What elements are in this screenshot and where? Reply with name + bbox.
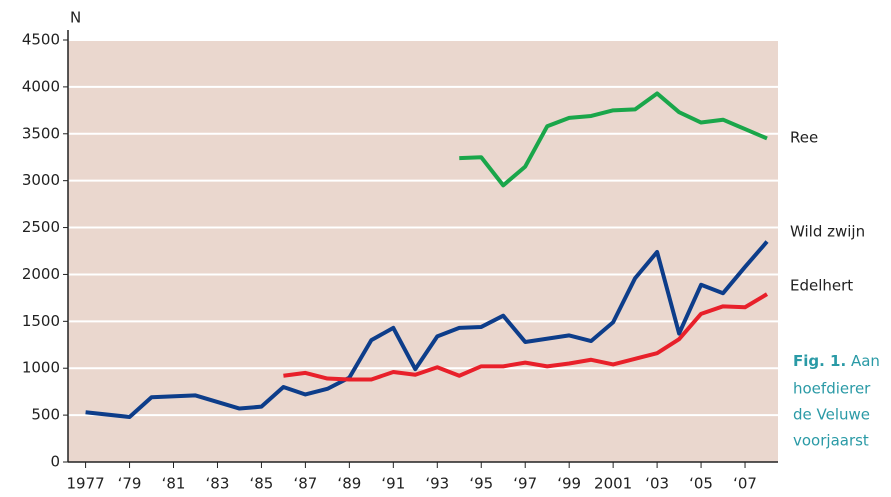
x-tick-label: ‘91 [381, 475, 405, 493]
y-tick-label: 1000 [22, 359, 60, 377]
x-tick-label: ‘97 [513, 475, 537, 493]
x-tick-label: ‘95 [469, 475, 493, 493]
x-tick-label: ‘85 [250, 475, 274, 493]
y-tick-label: 3000 [22, 171, 60, 189]
series-line [283, 292, 769, 382]
y-tick-label: 4000 [22, 77, 60, 95]
caption-line: hoefdierer [793, 380, 871, 398]
x-tick-label: ‘99 [557, 475, 581, 493]
y-tick-label: 2500 [22, 218, 60, 236]
x-tick-label: ‘89 [337, 475, 361, 493]
x-tick-label: ‘03 [645, 475, 669, 493]
series-label: Edelhert [790, 277, 853, 295]
plot-area [68, 40, 778, 462]
caption-line: voorjaarst [793, 432, 869, 450]
series-line [85, 240, 769, 419]
y-tick-label: 500 [31, 406, 60, 424]
x-tick-label: ‘79 [118, 475, 142, 493]
y-axis-label: N [70, 9, 81, 27]
y-tick-label: 4500 [22, 31, 60, 49]
caption-line: de Veluwe [793, 406, 870, 424]
x-tick-label: ‘87 [293, 475, 317, 493]
caption-lead: Fig. 1. [793, 352, 846, 370]
x-tick-label: ‘83 [206, 475, 230, 493]
y-tick-label: 0 [50, 453, 60, 471]
caption-line: Aan [851, 352, 880, 370]
x-tick-label: ‘05 [689, 475, 713, 493]
x-tick-label: ‘07 [733, 475, 757, 493]
series-label: Ree [790, 129, 818, 147]
y-tick-label: 2000 [22, 265, 60, 283]
y-tick-label: 1500 [22, 312, 60, 330]
x-tick-label: ‘93 [425, 475, 449, 493]
x-tick-label: 2001 [594, 475, 632, 493]
series-line [459, 91, 768, 188]
x-tick-label: 1977 [66, 475, 104, 493]
caption: Fig. 1. Aan [793, 352, 880, 370]
y-tick-label: 3500 [22, 124, 60, 142]
x-tick-label: ‘81 [162, 475, 186, 493]
series-label: Wild zwijn [790, 223, 865, 241]
